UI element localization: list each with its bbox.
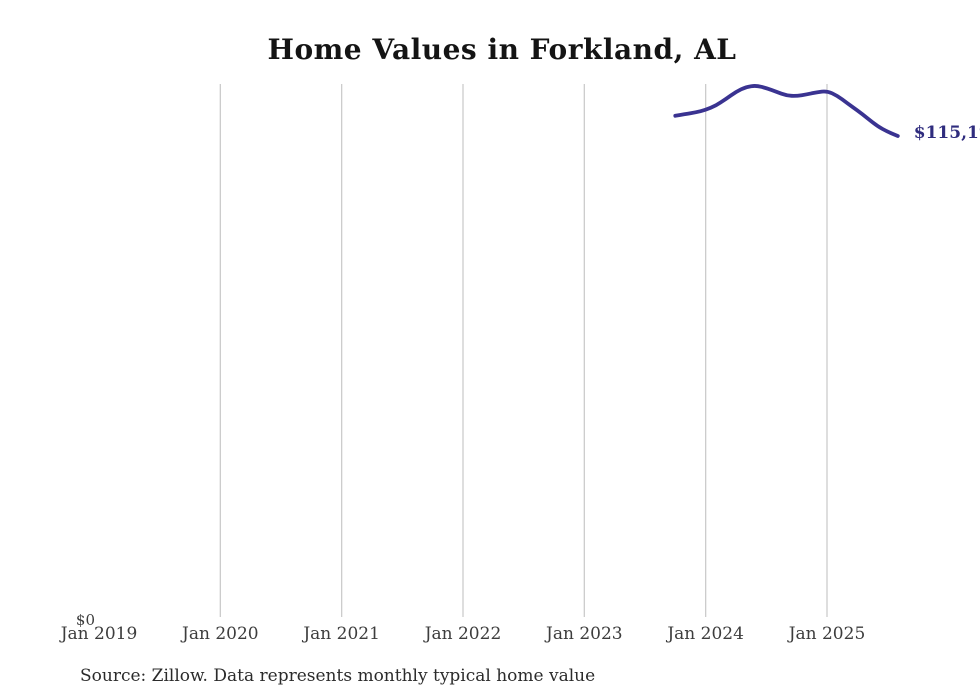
- source-note: Source: Zillow. Data represents monthly …: [80, 666, 596, 686]
- latest-value-label: $115,190: [913, 123, 980, 143]
- x-tick-label: Jan 2024: [667, 624, 744, 644]
- x-tick-label: Jan 2025: [788, 624, 866, 644]
- x-tick-label: Jan 2022: [424, 624, 502, 644]
- x-tick-label: Jan 2020: [182, 624, 259, 644]
- x-tick-label: Jan 2021: [303, 624, 380, 644]
- x-tick-label: Jan 2019: [60, 624, 138, 644]
- home-value-line: [673, 84, 900, 138]
- x-tick-label: Jan 2023: [546, 624, 623, 644]
- y-axis-zero-label: $0: [75, 611, 95, 629]
- page-title: Home Values in Forkland, AL: [267, 33, 737, 66]
